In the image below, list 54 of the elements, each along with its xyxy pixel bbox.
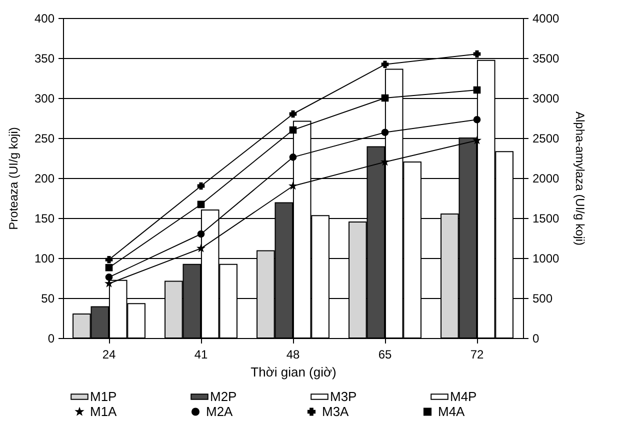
y2-tick-label: 2500: [532, 132, 560, 146]
y2-tick-label: 3000: [532, 92, 560, 106]
point: [289, 110, 297, 118]
y2-tick-label: 500: [532, 292, 553, 306]
legend-label: M4A: [438, 404, 466, 419]
point: [473, 136, 481, 144]
point: [289, 182, 297, 190]
y2-tick-label: 3500: [532, 52, 560, 66]
point: [289, 126, 297, 134]
x-tick-label: 48: [286, 348, 300, 362]
point: [105, 280, 113, 287]
point: [105, 264, 113, 272]
point: [381, 60, 389, 68]
point: [289, 154, 297, 161]
x-tick-label: 24: [102, 348, 116, 362]
point: [197, 200, 205, 208]
x-tick-label: 65: [378, 348, 392, 362]
legend-label: M4P: [450, 388, 477, 404]
legend-label: M3A: [322, 404, 350, 419]
legend-label: M2P: [210, 388, 237, 404]
y-tick-label: 250: [34, 132, 55, 146]
legend-label: M1P: [90, 388, 117, 404]
y2-tick-label: 1500: [532, 212, 560, 226]
legend-label: M1A: [90, 404, 118, 419]
legend-label: M3P: [330, 388, 357, 404]
y-tick-label: 150: [34, 212, 55, 226]
point: [105, 274, 113, 281]
y-tick-label: 100: [34, 252, 55, 266]
legend-label: M2A: [206, 404, 234, 419]
point: [381, 128, 389, 136]
point: [381, 94, 389, 102]
point: [197, 182, 205, 190]
y-tick-label: 50: [41, 292, 55, 306]
y2-axis-title: Alpha-amylaza (UI/g koji): [573, 111, 588, 246]
y-tick-label: 200: [34, 172, 55, 186]
point: [197, 244, 205, 252]
y2-tick-label: 0: [532, 332, 540, 346]
y-tick-label: 350: [34, 52, 55, 66]
point: [381, 158, 389, 166]
point: [197, 230, 205, 238]
y-tick-label: 400: [34, 12, 55, 26]
x-axis-title: Thời gian (giờ): [250, 364, 336, 380]
y2-tick-label: 2000: [532, 172, 560, 186]
point: [105, 256, 113, 264]
point: [473, 86, 481, 94]
x-tick-label: 41: [194, 348, 208, 362]
point: [473, 50, 481, 58]
y-tick-label: 0: [48, 332, 55, 346]
y-tick-label: 300: [34, 92, 55, 106]
point: [473, 116, 481, 124]
y2-tick-label: 1000: [532, 252, 560, 266]
y-axis-title: Proteaza (UI/g koji): [6, 127, 20, 230]
y2-tick-label: 4000: [532, 12, 560, 26]
x-tick-label: 72: [470, 348, 484, 362]
